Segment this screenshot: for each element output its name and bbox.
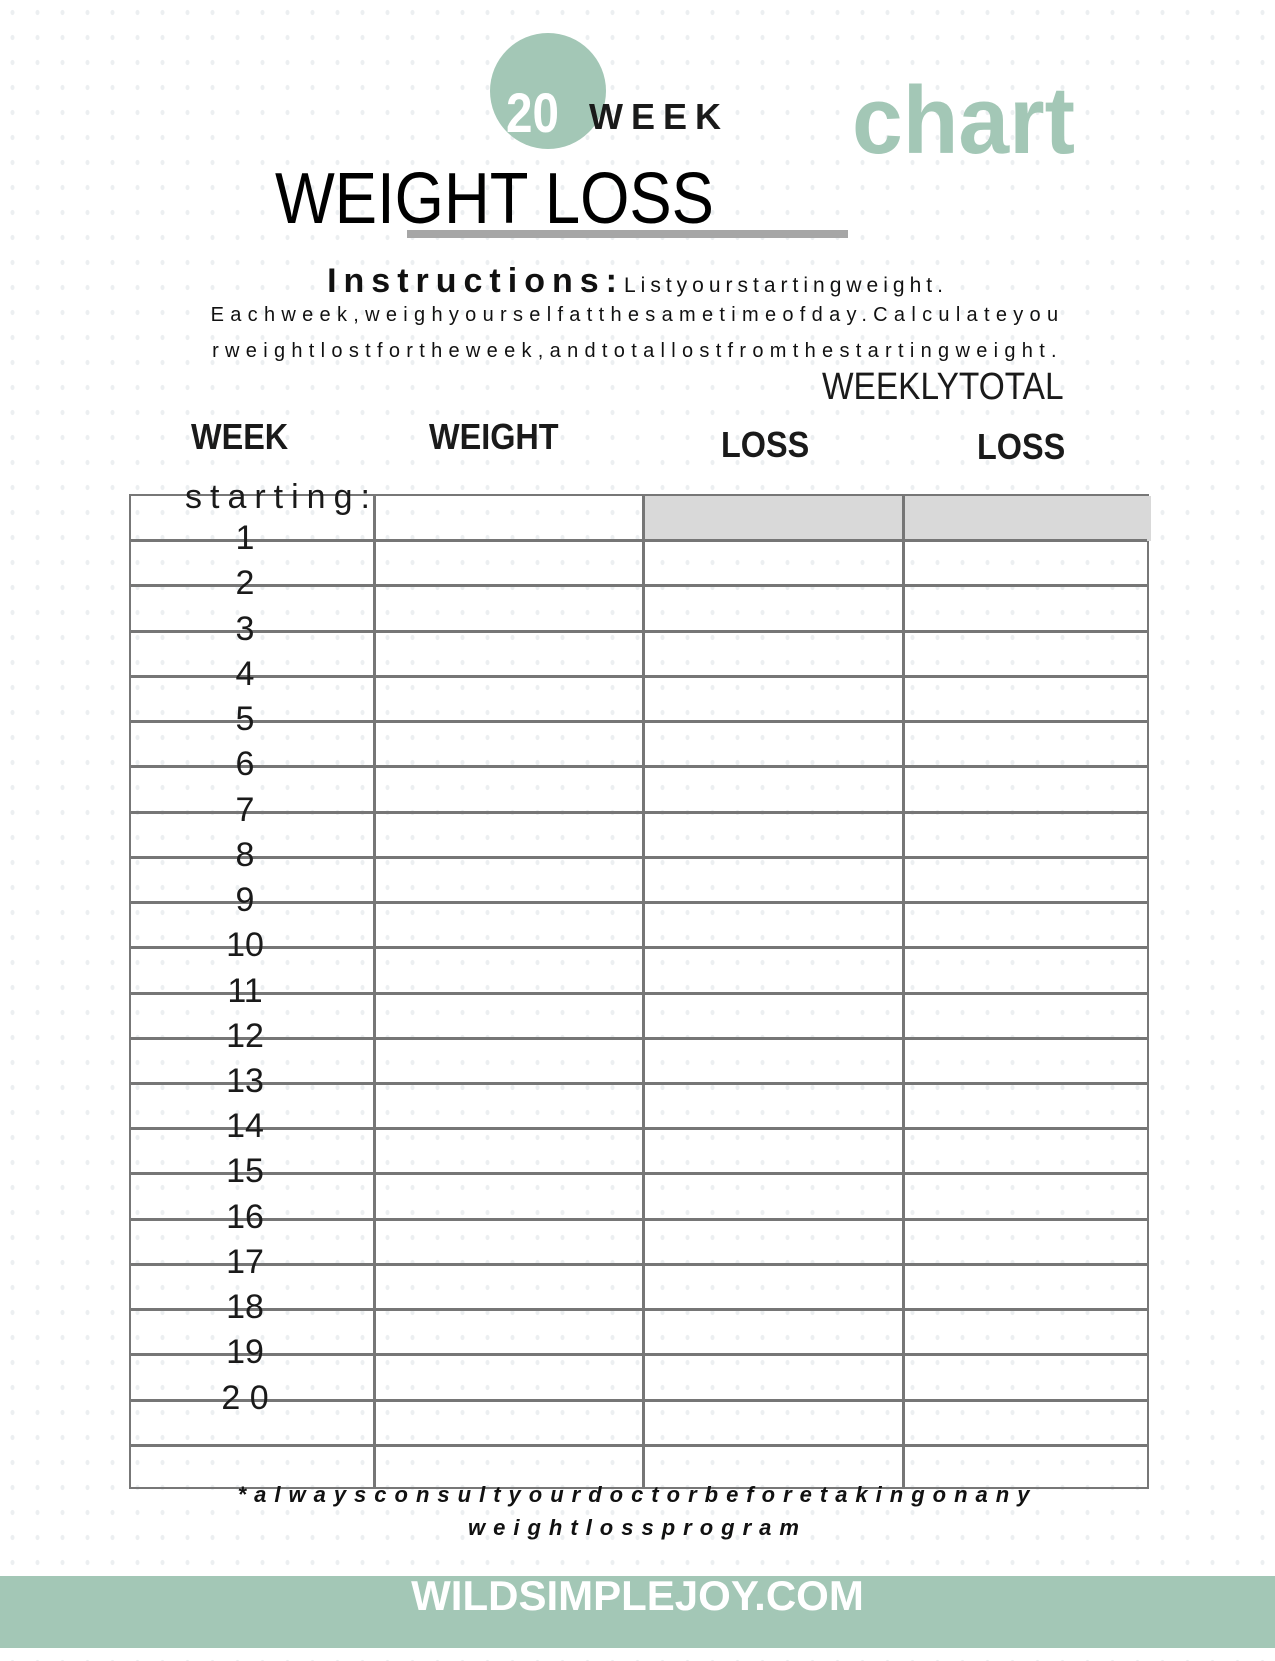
table-row[interactable] <box>131 1081 1147 1127</box>
table-row[interactable] <box>131 810 1147 856</box>
week-number: 11 <box>227 971 263 1010</box>
week-number: 4 <box>235 654 255 693</box>
starting-row-shaded-cell <box>644 496 904 542</box>
week-count: 20 <box>506 81 559 144</box>
week-number: 1 <box>235 519 255 558</box>
week-number: 8 <box>235 835 255 874</box>
number-circle <box>490 33 606 149</box>
table-row[interactable] <box>131 765 1147 810</box>
week-number: 6 <box>235 745 255 784</box>
table-row[interactable] <box>131 901 1147 946</box>
week-number: 2 0 <box>221 1378 269 1417</box>
table-row[interactable] <box>131 1036 1147 1082</box>
disclaimer-line2: weightlossprogram <box>468 1515 807 1540</box>
week-number: 14 <box>226 1107 264 1146</box>
table-row[interactable] <box>131 1127 1147 1172</box>
table-row[interactable] <box>131 946 1147 991</box>
week-number: 2 <box>235 564 255 603</box>
table-row[interactable] <box>131 720 1147 765</box>
table-row[interactable] <box>131 539 1147 584</box>
instructions-line3: rweightlostfortheweek,andtotallostfromth… <box>212 340 1063 362</box>
table-row[interactable] <box>131 584 1147 629</box>
table-row[interactable] <box>131 855 1147 901</box>
column-divider <box>373 496 376 1487</box>
header-week: WEEK <box>191 416 289 457</box>
week-number: 15 <box>226 1152 264 1191</box>
table-row[interactable] <box>131 1443 1147 1489</box>
column-divider <box>642 496 645 1487</box>
disclaimer-line1: *alwaysconsultyourdoctorbeforetakingonan… <box>237 1482 1038 1507</box>
footer-band <box>0 1576 1275 1648</box>
week-number: 3 <box>235 609 255 648</box>
week-number: 19 <box>226 1333 264 1372</box>
instructions-line1: Listyourstartingweight. <box>623 274 948 297</box>
week-number: 5 <box>235 700 255 739</box>
table-row[interactable] <box>131 991 1147 1037</box>
week-number: 13 <box>226 1061 264 1100</box>
table-row[interactable] <box>131 1398 1147 1444</box>
instructions: Instructions:Listyourstartingweight. <box>0 262 1275 301</box>
table-row[interactable] <box>131 629 1147 675</box>
instructions-label: Instructions: <box>327 262 624 300</box>
header-weekly-total: WEEKLYTOTAL <box>822 366 1064 408</box>
table-row[interactable] <box>131 1262 1147 1308</box>
page-title: WEIGHT LOSS <box>275 159 714 239</box>
header-total-loss: LOSS <box>977 426 1066 467</box>
column-divider <box>902 496 905 1487</box>
table-row[interactable] <box>131 1217 1147 1263</box>
week-number: 18 <box>226 1288 264 1327</box>
week-number: 9 <box>235 881 255 920</box>
week-number: 10 <box>226 926 264 965</box>
footer-site: WILDSIMPLEJOY.COM <box>411 1572 864 1619</box>
starting-label: starting: <box>185 478 378 516</box>
instructions-line2: Eachweek,weighyourselfatthesametimeofday… <box>210 304 1065 326</box>
weight-log-table <box>129 494 1151 1489</box>
table-row[interactable] <box>131 1308 1147 1353</box>
table-row[interactable] <box>131 674 1147 720</box>
week-label: WEEK <box>589 96 729 137</box>
table-row[interactable] <box>131 1353 1147 1398</box>
week-number: 16 <box>226 1197 264 1236</box>
week-number: 17 <box>226 1242 264 1281</box>
week-number: 7 <box>235 790 255 829</box>
starting-row-shaded-cell <box>904 496 1151 542</box>
table-row[interactable] <box>131 1172 1147 1217</box>
header-weekly-loss: LOSS <box>721 424 810 465</box>
title-underline <box>407 230 848 238</box>
header-weight: WEIGHT <box>429 416 559 457</box>
chart-label: chart <box>852 67 1076 174</box>
week-number: 12 <box>226 1016 264 1055</box>
